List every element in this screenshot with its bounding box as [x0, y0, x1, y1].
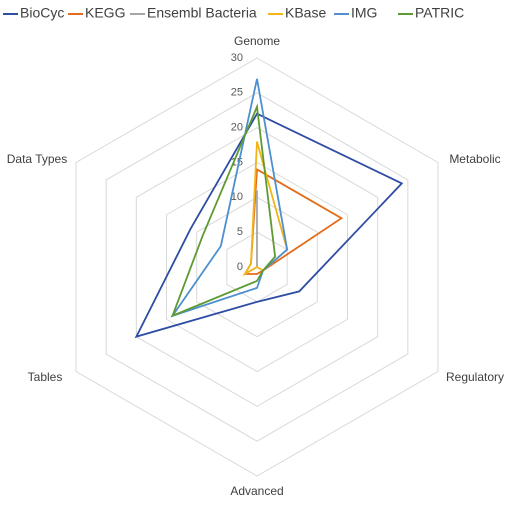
r-tick-label: 20 — [231, 122, 243, 134]
r-tick-label: 5 — [237, 226, 243, 238]
category-label: Data Types — [7, 152, 67, 166]
grid-ring — [166, 161, 348, 373]
series-line — [170, 78, 289, 318]
legend-label: BioCyc — [20, 5, 64, 21]
series-line — [134, 112, 404, 339]
category-label: Regulatory — [446, 370, 504, 384]
legend-label: Ensembl Bacteria — [147, 5, 257, 21]
legend-label: PATRIC — [415, 5, 464, 21]
legend-label: KEGG — [85, 5, 125, 21]
category-label: Genome — [234, 34, 280, 48]
legend-label: IMG — [351, 5, 377, 21]
r-tick-label: 30 — [231, 52, 243, 64]
category-label: Metabolic — [449, 152, 500, 166]
category-label: Advanced — [230, 484, 283, 498]
grid-ring — [75, 57, 439, 477]
grid-ring — [105, 92, 409, 442]
grid-ring — [196, 196, 318, 338]
r-tick-label: 25 — [231, 87, 243, 99]
series-line — [170, 103, 277, 318]
r-tick-label: 10 — [231, 191, 243, 203]
grid-ring — [135, 127, 379, 407]
r-tick-label: 0 — [237, 261, 243, 273]
legend-label: KBase — [285, 5, 326, 21]
series-line — [243, 167, 344, 275]
category-label: Tables — [28, 370, 63, 384]
